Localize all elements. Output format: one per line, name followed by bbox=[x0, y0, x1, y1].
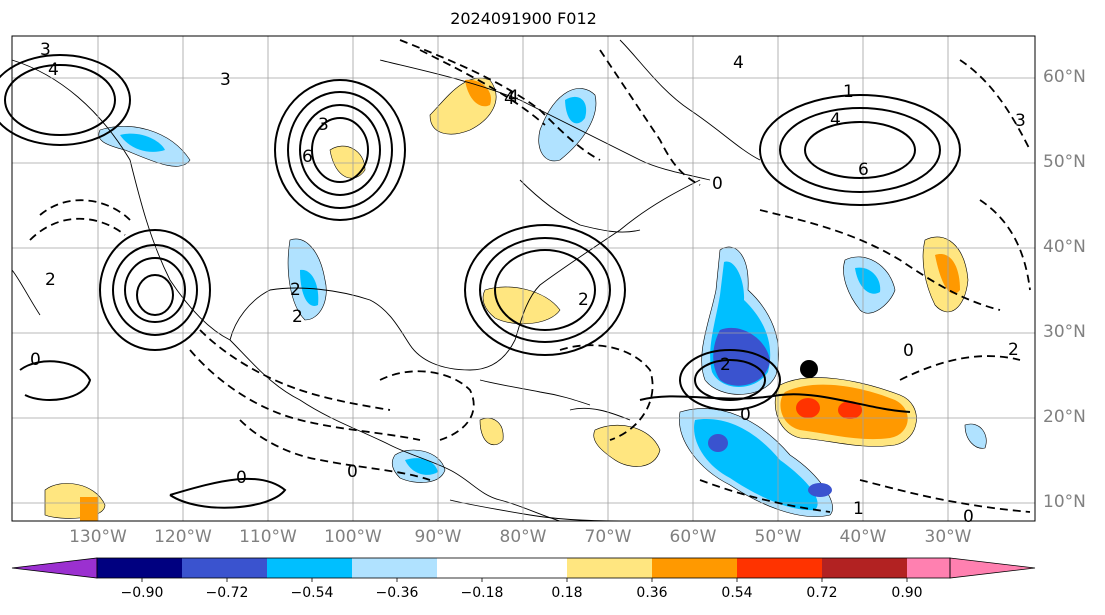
colorbar-high-extend bbox=[949, 557, 1036, 579]
contour-label: 0 bbox=[347, 462, 358, 482]
dashed-contours bbox=[29, 39, 1031, 513]
shaded-fields bbox=[44, 77, 987, 521]
contour-label: 4 bbox=[733, 53, 744, 73]
lon-label: 90°W bbox=[414, 527, 462, 547]
map-title: 2024091900 F012 bbox=[450, 9, 597, 28]
contour-label: 3 bbox=[40, 40, 51, 60]
contour-label: 2 bbox=[292, 307, 303, 327]
colorbar-tick-label: 0.36 bbox=[636, 585, 668, 601]
contour-label: 0 bbox=[712, 174, 723, 194]
lat-label: 10°N bbox=[1043, 492, 1086, 512]
lat-label: 60°N bbox=[1043, 67, 1086, 87]
colorbar-seg bbox=[737, 558, 822, 578]
lon-label: 110°W bbox=[239, 527, 297, 547]
solid-contours bbox=[0, 54, 961, 509]
contour-label: 0 bbox=[740, 405, 751, 425]
contour-label: 6 bbox=[302, 147, 313, 167]
contour-label: 1 bbox=[853, 499, 864, 519]
contour-label: 0 bbox=[903, 341, 914, 361]
colorbar-seg bbox=[267, 558, 352, 578]
lat-label: 30°N bbox=[1043, 322, 1086, 342]
colorbar-tick-label: −0.72 bbox=[205, 585, 249, 601]
map-frame bbox=[11, 35, 1036, 522]
colorbar-seg bbox=[437, 558, 567, 578]
colorbar-tick-label: −0.18 bbox=[460, 585, 504, 601]
lon-label: 40°W bbox=[839, 527, 887, 547]
contour-label: 3 bbox=[1015, 111, 1026, 131]
lon-label: 130°W bbox=[69, 527, 127, 547]
contour-label: 1 bbox=[843, 82, 854, 102]
contour-label: 2 bbox=[1008, 340, 1019, 360]
contour-label: 3 bbox=[318, 115, 329, 135]
colorbar-tick-label: 0.18 bbox=[551, 585, 583, 601]
contour-label: 4 bbox=[830, 110, 841, 130]
coastlines bbox=[11, 39, 761, 522]
colorbar-tick-label: −0.54 bbox=[290, 585, 334, 601]
contour-label: 4 bbox=[48, 60, 59, 80]
lon-label: 60°W bbox=[669, 527, 717, 547]
colorbar-seg bbox=[97, 558, 182, 578]
contour-label: 6 bbox=[858, 160, 869, 180]
contour-label: 4 bbox=[504, 89, 515, 109]
contour-label: 2 bbox=[720, 355, 731, 375]
contour-label: 2 bbox=[578, 290, 589, 310]
colorbar-seg bbox=[822, 558, 907, 578]
colorbar-seg bbox=[182, 558, 267, 578]
colorbar-seg bbox=[352, 558, 437, 578]
contour-label: 0 bbox=[30, 350, 41, 370]
colorbar-tick-label: 0.72 bbox=[806, 585, 838, 601]
lon-label: 100°W bbox=[324, 527, 382, 547]
lon-label: 30°W bbox=[924, 527, 972, 547]
contour-label: 4 bbox=[508, 87, 519, 107]
colorbar-seg bbox=[652, 558, 737, 578]
lat-label: 50°N bbox=[1043, 152, 1086, 172]
colorbar-tick-label: −0.36 bbox=[375, 585, 419, 601]
contour-label: 2 bbox=[290, 280, 301, 300]
lon-label: 80°W bbox=[499, 527, 547, 547]
contour-label: 0 bbox=[236, 468, 247, 488]
contour-label: 3 bbox=[220, 70, 231, 90]
colorbar-low-extend bbox=[11, 557, 98, 579]
colorbar-tick-label: −0.90 bbox=[120, 585, 164, 601]
graticule bbox=[12, 36, 1035, 521]
colorbar-seg bbox=[907, 558, 950, 578]
contour-label: 0 bbox=[963, 507, 974, 527]
lon-label: 70°W bbox=[584, 527, 632, 547]
lon-label: 50°W bbox=[754, 527, 802, 547]
storm-center-dot bbox=[800, 360, 818, 378]
colorbar-tick-label: 0.54 bbox=[721, 585, 753, 601]
lat-label: 20°N bbox=[1043, 407, 1086, 427]
lat-label: 40°N bbox=[1043, 237, 1086, 257]
contour-labels: 3 4 3 6 4 2 0 3 4 4 1 4 6 3 2 0 2 2 0 0 … bbox=[30, 40, 1026, 527]
lon-label: 120°W bbox=[154, 527, 212, 547]
colorbar-tick-label: 0.90 bbox=[891, 585, 923, 601]
colorbar-seg bbox=[567, 558, 652, 578]
contour-label: 2 bbox=[45, 270, 56, 290]
colorbar bbox=[11, 557, 1036, 582]
